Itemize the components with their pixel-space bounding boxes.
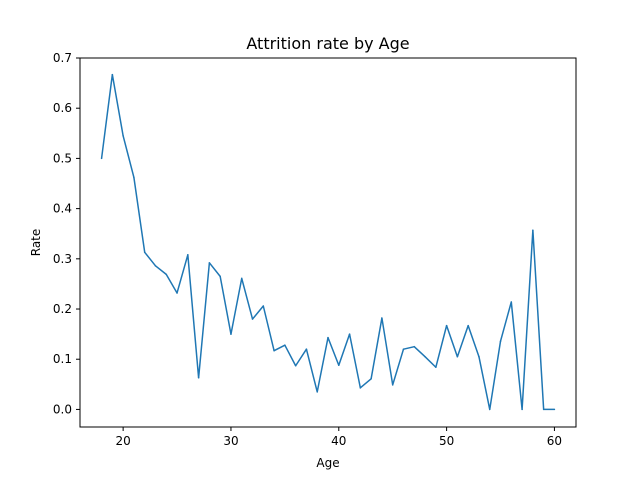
y-tick-label: 0.5 xyxy=(53,151,72,165)
y-tick-label: 0.2 xyxy=(53,302,72,316)
data-point xyxy=(499,340,502,342)
data-point xyxy=(284,344,286,346)
data-point xyxy=(488,408,491,411)
data-point xyxy=(176,292,178,294)
y-axis-label: Rate xyxy=(29,229,43,257)
x-tick-label: 60 xyxy=(547,434,562,448)
axis-ticks: 20 30 40 50 60 0.0 0.1 0.2 0.3 0.4 0.5 0.6 0.7 xyxy=(53,51,562,448)
y-tick-label: 0.1 xyxy=(53,352,72,366)
data-point xyxy=(435,366,437,369)
data-point xyxy=(359,387,362,389)
data-point xyxy=(542,408,545,411)
data-point xyxy=(370,378,372,380)
x-tick-label: 40 xyxy=(331,434,346,448)
chart-title: Attrition rate by Age xyxy=(246,34,409,53)
data-point xyxy=(208,262,211,264)
data-point xyxy=(122,135,124,137)
data-point xyxy=(467,324,469,327)
x-axis-label: Age xyxy=(316,456,339,470)
x-tick-label: 50 xyxy=(439,434,454,448)
data-point xyxy=(413,345,416,348)
data-point xyxy=(521,408,523,411)
data-point xyxy=(553,408,556,411)
data-point xyxy=(273,349,275,352)
x-tick-label: 20 xyxy=(115,434,130,448)
data-point xyxy=(391,384,394,386)
data-point xyxy=(165,273,168,276)
series-group xyxy=(100,73,556,411)
data-point xyxy=(510,301,513,303)
data-point xyxy=(251,318,254,320)
data-point xyxy=(338,364,340,366)
y-tick-label: 0.7 xyxy=(53,51,72,65)
data-point xyxy=(219,275,221,278)
data-point xyxy=(532,229,534,231)
data-point xyxy=(305,348,308,350)
data-point xyxy=(424,355,426,358)
plot-frame xyxy=(79,57,577,428)
data-point xyxy=(143,251,146,254)
data-point xyxy=(402,348,405,350)
data-point xyxy=(294,365,297,367)
data-point xyxy=(445,324,448,327)
data-point xyxy=(478,355,480,358)
y-tick-label: 0.3 xyxy=(53,252,72,266)
data-point xyxy=(456,355,459,358)
data-point xyxy=(197,377,200,379)
x-tick-label: 30 xyxy=(223,434,238,448)
data-point xyxy=(240,277,243,280)
data-point xyxy=(316,391,318,393)
data-point xyxy=(154,265,157,267)
y-tick-label: 0.4 xyxy=(53,202,72,216)
data-point xyxy=(230,333,232,335)
y-tick-label: 0.0 xyxy=(53,402,72,416)
data-point xyxy=(133,176,135,179)
data-point xyxy=(187,254,189,256)
data-point xyxy=(327,336,329,339)
y-tick-label: 0.6 xyxy=(53,101,72,115)
data-point xyxy=(111,73,114,76)
data-point xyxy=(100,157,103,160)
data-point xyxy=(381,317,383,319)
data-point xyxy=(262,305,265,307)
data-point xyxy=(348,333,351,335)
